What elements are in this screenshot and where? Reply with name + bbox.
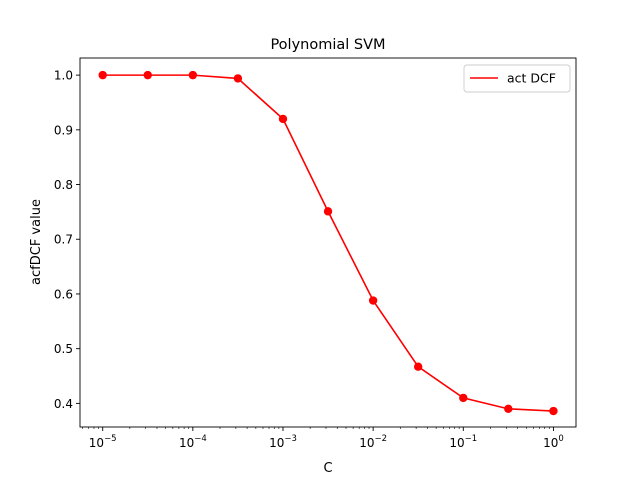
- data-marks: [98, 70, 558, 416]
- y-tick-label: 0.6: [54, 287, 73, 301]
- x-tick-label: 10−2: [359, 434, 387, 450]
- plot-background: [80, 58, 576, 427]
- data-point: [188, 70, 198, 80]
- data-point: [413, 362, 423, 371]
- x-tick-exponent: −2: [375, 434, 388, 444]
- data-point: [368, 296, 378, 305]
- y-tick-label: 0.8: [54, 178, 73, 192]
- chart-title: Polynomial SVM: [270, 37, 385, 53]
- x-tick-exponent: −1: [465, 434, 478, 444]
- y-axis-label: acfDCF value: [29, 199, 44, 285]
- x-tick-exponent: −4: [194, 434, 207, 444]
- x-tick-label: 10−5: [89, 434, 117, 450]
- data-point: [278, 114, 288, 124]
- legend-box: [463, 64, 571, 93]
- data-point: [504, 404, 513, 414]
- x-tick-exponent: −5: [104, 434, 117, 444]
- data-point: [98, 70, 107, 80]
- data-point: [323, 207, 333, 216]
- y-tick-label: 0.5: [54, 342, 73, 356]
- legend: act DCF: [463, 64, 571, 93]
- data-point: [233, 74, 243, 83]
- x-tick-label: 10−3: [269, 434, 297, 450]
- x-tick-label: 10−4: [179, 434, 207, 450]
- y-tick-label: 0.9: [54, 123, 73, 137]
- x-tick-label: 100: [543, 434, 564, 450]
- legend-label: act DCF: [507, 71, 556, 86]
- data-point: [459, 393, 468, 403]
- x-tick-exponent: 0: [558, 434, 563, 444]
- y-tick-label: 0.7: [54, 233, 73, 247]
- plot-area: [80, 58, 576, 427]
- x-tick-exponent: −3: [284, 434, 297, 444]
- data-point: [549, 406, 558, 416]
- plot-frame: [79, 57, 577, 428]
- x-axis-label: C: [323, 461, 332, 476]
- y-tick-label: 0.4: [54, 397, 73, 411]
- data-point: [143, 70, 152, 80]
- y-tick-label: 1.0: [54, 69, 73, 83]
- x-tick-label: 10−1: [449, 434, 477, 450]
